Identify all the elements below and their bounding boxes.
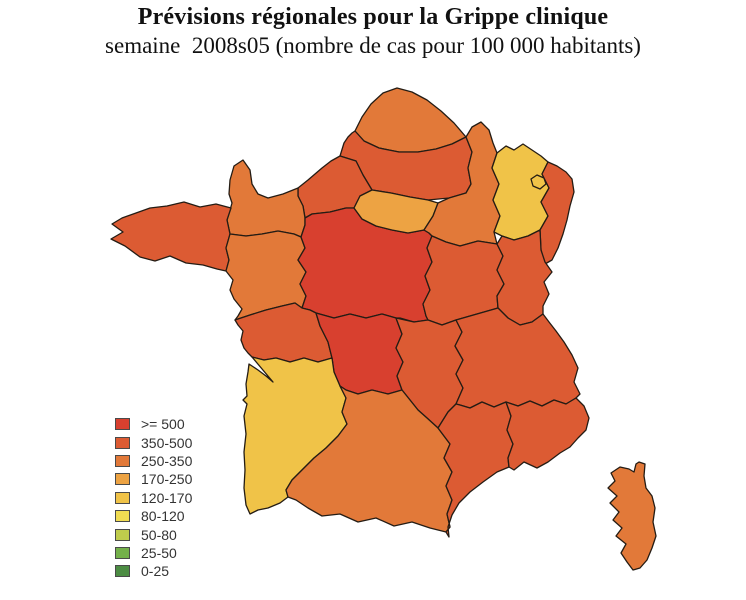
legend-item: 25-50: [115, 544, 192, 562]
legend-item: 0-25: [115, 562, 192, 580]
region-paca: Provence-Alpes-Côte d'Azur : 350-500: [505, 397, 590, 471]
region-aquitaine: Aquitaine : 120-170: [242, 356, 348, 515]
legend-swatch: [115, 565, 130, 578]
region-lorraine: Lorraine : 120-170: [530, 174, 547, 190]
legend-label: 0-25: [141, 563, 170, 580]
region-rhone-alpes: Rhône-Alpes : 350-500: [454, 307, 581, 409]
legend-swatch: [115, 510, 130, 523]
legend-item: 50-80: [115, 525, 192, 543]
legend-label: 50-80: [141, 526, 177, 543]
region-midi-pyrenees: Midi-Pyrénées : 250-350: [285, 385, 453, 533]
legend-item: 250-350: [115, 452, 192, 470]
legend-item: 170-250: [115, 470, 192, 488]
legend-label: 350-500: [141, 434, 193, 451]
legend-swatch: [115, 418, 130, 431]
region-basse-normandie: Basse-Normandie : 250-350: [226, 159, 306, 238]
region-corse: Corse : 250-350: [607, 461, 657, 571]
legend-swatch: [115, 546, 130, 559]
region-ile-de-france: Île-de-France : 170-250: [353, 189, 439, 234]
legend-label: >= 500: [141, 416, 185, 433]
legend-label: 250-350: [141, 452, 193, 469]
legend-swatch: [115, 528, 130, 541]
region-lorraine: Lorraine : 120-170: [491, 143, 550, 241]
region-nord-pas-de-calais: Nord-Pas-de-Calais : 250-350: [354, 87, 467, 153]
region-languedoc-roussillon: Languedoc-Roussillon : 350-500: [437, 401, 514, 538]
legend-swatch: [115, 473, 130, 486]
legend-label: 80-120: [141, 508, 185, 525]
legend-item: 350-500: [115, 433, 192, 451]
page-title: Prévisions régionales pour la Grippe cli…: [137, 4, 609, 30]
legend-label: 170-250: [141, 471, 193, 488]
legend-item: 80-120: [115, 507, 192, 525]
page-subtitle: semaine 2008s05 (nombre de cas pour 100 …: [105, 32, 641, 58]
region-alsace: Alsace : 350-500: [539, 161, 575, 265]
region-franche-comte: Franche-Comté : 350-500: [496, 229, 553, 326]
map-header: Prévisions régionales pour la Grippe cli…: [0, 4, 746, 59]
legend-swatch: [115, 436, 130, 449]
legend-swatch: [115, 491, 130, 504]
legend-item: >= 500: [115, 415, 192, 433]
legend-item: 120-170: [115, 489, 192, 507]
map-legend: >= 500 350-500 250-350 170-250 120-170 80-120…: [115, 415, 192, 581]
legend-swatch: [115, 454, 130, 467]
legend-label: 25-50: [141, 544, 177, 561]
legend-label: 120-170: [141, 489, 193, 506]
region-bretagne: Bretagne : 350-500: [110, 201, 232, 272]
